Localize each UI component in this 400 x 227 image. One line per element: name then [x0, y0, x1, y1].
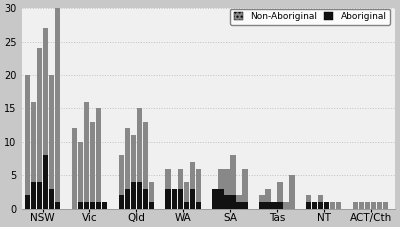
Bar [78, 142, 83, 209]
Bar [96, 202, 101, 209]
Bar [236, 195, 242, 209]
Bar [31, 102, 36, 209]
Bar [371, 202, 376, 209]
Bar [196, 202, 201, 209]
Bar [236, 202, 242, 209]
Bar [277, 202, 282, 209]
Bar [265, 189, 270, 209]
Bar [143, 122, 148, 209]
Bar [137, 109, 142, 209]
Bar [190, 189, 195, 209]
Bar [242, 202, 248, 209]
Bar [312, 202, 318, 209]
Bar [259, 195, 264, 209]
Bar [365, 202, 370, 209]
Bar [131, 135, 136, 209]
Bar [25, 195, 30, 209]
Bar [84, 102, 89, 209]
Bar [218, 189, 224, 209]
Bar [196, 169, 201, 209]
Bar [178, 189, 183, 209]
Bar [184, 202, 189, 209]
Legend: Non-Aboriginal, Aboriginal: Non-Aboriginal, Aboriginal [230, 9, 390, 25]
Bar [72, 128, 77, 209]
Bar [190, 162, 195, 209]
Bar [149, 202, 154, 209]
Bar [37, 48, 42, 209]
Bar [318, 195, 324, 209]
Bar [137, 182, 142, 209]
Bar [37, 182, 42, 209]
Bar [55, 8, 60, 209]
Bar [218, 169, 224, 209]
Bar [31, 182, 36, 209]
Bar [90, 202, 95, 209]
Bar [324, 202, 330, 209]
Bar [90, 122, 95, 209]
Bar [224, 195, 230, 209]
Bar [230, 155, 236, 209]
Bar [336, 202, 342, 209]
Bar [230, 195, 236, 209]
Bar [131, 182, 136, 209]
Bar [43, 28, 48, 209]
Bar [306, 195, 311, 209]
Bar [49, 189, 54, 209]
Bar [224, 169, 230, 209]
Bar [242, 169, 248, 209]
Bar [125, 128, 130, 209]
Bar [43, 155, 48, 209]
Bar [172, 189, 177, 209]
Bar [312, 202, 318, 209]
Bar [178, 169, 183, 209]
Bar [383, 202, 388, 209]
Bar [271, 202, 276, 209]
Bar [125, 189, 130, 209]
Bar [119, 195, 124, 209]
Bar [119, 155, 124, 209]
Bar [55, 202, 60, 209]
Bar [166, 189, 171, 209]
Bar [377, 202, 382, 209]
Bar [102, 202, 107, 209]
Bar [330, 202, 336, 209]
Bar [49, 75, 54, 209]
Bar [353, 202, 358, 209]
Bar [172, 189, 177, 209]
Bar [78, 202, 83, 209]
Bar [306, 202, 311, 209]
Bar [318, 202, 324, 209]
Bar [166, 169, 171, 209]
Bar [149, 182, 154, 209]
Bar [359, 202, 364, 209]
Bar [25, 75, 30, 209]
Bar [271, 202, 276, 209]
Bar [84, 202, 89, 209]
Bar [102, 202, 107, 209]
Bar [289, 175, 294, 209]
Bar [265, 202, 270, 209]
Bar [184, 182, 189, 209]
Bar [283, 202, 288, 209]
Bar [324, 202, 330, 209]
Bar [212, 189, 218, 209]
Bar [259, 202, 264, 209]
Bar [277, 182, 282, 209]
Bar [212, 189, 218, 209]
Bar [96, 109, 101, 209]
Bar [143, 189, 148, 209]
